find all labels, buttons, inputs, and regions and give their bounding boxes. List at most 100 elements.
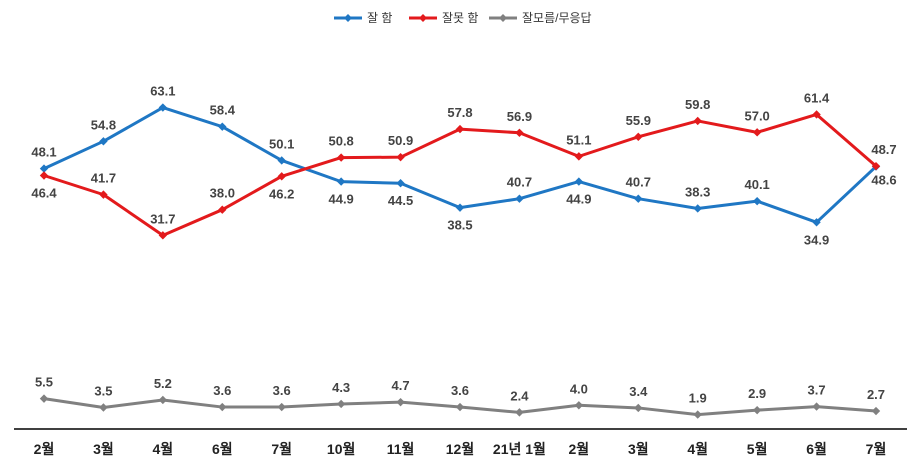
point-bad-12 — [752, 128, 762, 137]
data-label-bad-9: 51.1 — [566, 132, 591, 147]
data-label-bad-2: 31.7 — [150, 211, 175, 226]
x-tick-label-2: 4월 — [153, 441, 174, 457]
x-tick-label-12: 5월 — [747, 441, 768, 457]
point-bad-9 — [574, 152, 584, 161]
data-label-unknown-5: 4.3 — [332, 380, 350, 395]
legend-marker-bad — [419, 14, 427, 22]
data-label-good-9: 44.9 — [566, 192, 591, 207]
point-bad-11 — [693, 116, 702, 126]
point-unknown-11 — [693, 410, 702, 419]
x-tick-label-4: 7월 — [271, 441, 292, 457]
point-bad-0 — [39, 171, 49, 180]
data-label-good-4: 50.1 — [269, 136, 294, 151]
data-label-bad-12: 57.0 — [744, 108, 769, 123]
point-good-13 — [812, 218, 821, 227]
point-bad-3 — [218, 205, 227, 214]
data-label-good-12: 40.1 — [744, 177, 769, 192]
point-unknown-1 — [99, 403, 108, 412]
x-axis-ticks: 2월 3월 4월 6월 7월 10월 11월 12월 21년 1월 2월 3월 4월 5월 6월 7월 — [34, 441, 887, 457]
x-tick-label-5: 10월 — [327, 441, 355, 457]
data-label-good-1: 54.8 — [91, 117, 116, 132]
data-label-unknown-7: 3.6 — [451, 383, 469, 398]
point-bad-10 — [634, 132, 643, 142]
legend-marker-good — [344, 14, 352, 22]
x-tick-label-10: 3월 — [628, 441, 649, 457]
point-unknown-2 — [158, 395, 168, 405]
data-label-bad-3: 38.0 — [210, 186, 235, 201]
point-good-8 — [515, 194, 524, 203]
data-label-good-11: 38.3 — [685, 184, 710, 199]
point-unknown-6 — [396, 397, 405, 407]
point-good-2 — [158, 103, 168, 112]
legend-label-bad: 잘못 함 — [442, 11, 478, 25]
point-unknown-10 — [634, 403, 643, 413]
x-tick-label-9: 2월 — [569, 441, 590, 457]
series-layer — [39, 103, 881, 419]
point-bad-14 — [871, 161, 881, 171]
point-bad-1 — [99, 190, 108, 199]
point-good-6 — [396, 179, 405, 188]
point-good-1 — [99, 137, 108, 146]
point-unknown-4 — [277, 402, 286, 412]
data-label-unknown-0: 5.5 — [35, 375, 53, 390]
x-tick-label-8: 21년 1월 — [493, 441, 546, 457]
data-label-unknown-1: 3.5 — [94, 384, 112, 399]
data-label-unknown-4: 3.6 — [273, 383, 291, 398]
point-bad-6 — [396, 152, 405, 162]
point-bad-5 — [336, 153, 346, 162]
point-good-11 — [693, 204, 702, 213]
x-tick-label-14: 7월 — [866, 441, 887, 457]
data-label-good-2: 63.1 — [150, 84, 175, 99]
legend-label-good: 잘 함 — [367, 11, 392, 25]
x-tick-label-6: 11월 — [387, 441, 415, 457]
point-good-5 — [336, 177, 346, 186]
data-label-good-8: 40.7 — [507, 175, 532, 190]
data-label-unknown-14: 2.7 — [867, 387, 885, 402]
data-label-bad-4: 46.2 — [269, 186, 294, 201]
point-unknown-3 — [218, 402, 227, 412]
data-label-bad-11: 59.8 — [685, 97, 710, 112]
data-label-bad-1: 41.7 — [91, 171, 116, 186]
data-label-bad-7: 57.8 — [447, 105, 472, 120]
data-label-bad-5: 50.8 — [328, 134, 353, 149]
x-tick-label-11: 4월 — [687, 441, 708, 457]
point-good-3 — [218, 122, 227, 131]
point-bad-8 — [515, 128, 524, 137]
legend-marker-unknown — [499, 14, 507, 22]
point-good-9 — [574, 177, 584, 186]
data-label-good-0: 48.1 — [31, 145, 56, 160]
data-label-unknown-13: 3.7 — [808, 383, 826, 398]
point-unknown-8 — [515, 408, 524, 417]
point-good-10 — [634, 194, 643, 203]
data-label-good-14: 48.6 — [871, 173, 896, 188]
data-label-bad-14: 48.7 — [871, 142, 896, 157]
data-label-unknown-3: 3.6 — [213, 383, 231, 398]
data-label-bad-0: 46.4 — [31, 186, 57, 201]
data-label-unknown-10: 3.4 — [629, 384, 648, 399]
point-unknown-9 — [574, 401, 584, 410]
data-label-unknown-12: 2.9 — [748, 386, 766, 401]
point-unknown-7 — [455, 402, 465, 412]
x-tick-label-7: 12월 — [446, 441, 474, 457]
point-good-7 — [455, 203, 465, 212]
data-label-good-5: 44.9 — [328, 192, 353, 207]
x-tick-label-1: 3월 — [93, 441, 114, 457]
x-tick-label-0: 2월 — [34, 441, 55, 457]
chart-legend: 잘 함 잘못 함 잘모름/무응답 — [334, 11, 592, 25]
point-bad-13 — [812, 110, 821, 119]
legend-label-unknown: 잘모름/무응답 — [522, 11, 592, 25]
data-label-bad-8: 56.9 — [507, 109, 532, 124]
data-label-good-3: 58.4 — [210, 103, 236, 118]
data-label-bad-10: 55.9 — [626, 113, 651, 128]
point-unknown-12 — [752, 405, 762, 415]
x-tick-label-3: 6월 — [212, 441, 233, 457]
data-labels: 48.1 54.8 63.1 58.4 50.1 44.9 44.5 38.5 40.7 44.9… — [31, 84, 896, 406]
data-label-unknown-11: 1.9 — [689, 391, 707, 406]
data-label-good-6: 44.5 — [388, 193, 413, 208]
point-bad-2 — [158, 231, 168, 240]
point-unknown-13 — [812, 402, 821, 411]
point-good-0 — [39, 164, 49, 173]
data-label-bad-6: 50.9 — [388, 133, 413, 148]
point-unknown-5 — [336, 399, 346, 409]
